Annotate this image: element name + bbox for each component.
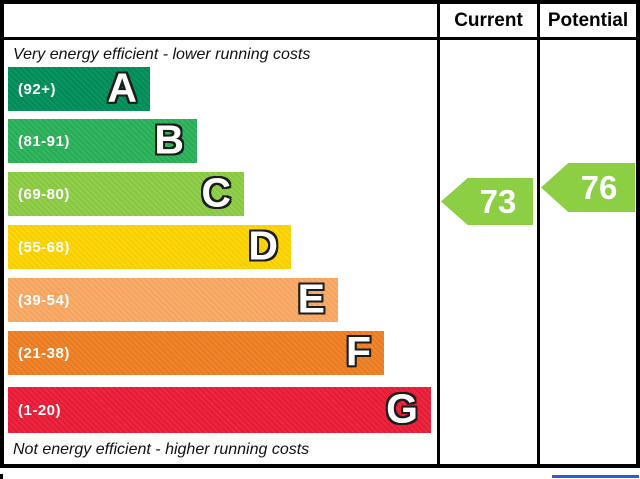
current-rating-arrow: 73 xyxy=(441,178,533,225)
potential-column-header: Potential xyxy=(547,10,629,31)
rating-bands-cell: Very energy efficient - lower running co… xyxy=(4,40,437,464)
top-caption: Very energy efficient - lower running co… xyxy=(13,46,311,63)
band-bar-b: (81-91) B xyxy=(8,119,197,163)
band-range-label: (21-38) xyxy=(18,344,70,362)
potential-rating-value: 76 xyxy=(580,168,618,206)
band-letter: G xyxy=(386,385,418,432)
band-letter: C xyxy=(201,169,231,216)
band-bar-e: (39-54) E xyxy=(8,278,338,322)
potential-rating-arrow: 76 xyxy=(541,163,635,212)
potential-score-cell: 76 xyxy=(540,40,636,464)
band-range-label: (92+) xyxy=(18,80,56,98)
current-column-header: Current xyxy=(454,10,523,31)
band-range-label: (39-54) xyxy=(18,291,70,309)
band-letter: F xyxy=(345,328,371,375)
band-bar-d: (55-68) D xyxy=(8,225,291,269)
band-letter: A xyxy=(107,64,137,111)
rating-table: Current Potential Very energy efficient … xyxy=(0,0,640,468)
band-bar-c: (69-80) C xyxy=(8,172,244,216)
band-letter: D xyxy=(248,222,278,269)
band-bar-f: (21-38) F xyxy=(8,331,384,375)
band-bar-a: (92+) A xyxy=(8,67,150,111)
band-letter: B xyxy=(154,116,184,163)
potential-column-divider xyxy=(537,4,540,464)
current-column-divider xyxy=(437,4,440,464)
cutoff-blue-line xyxy=(552,475,639,478)
band-range-label: (81-91) xyxy=(18,132,70,150)
band-range-label: (69-80) xyxy=(18,185,70,203)
band-range-label: (55-68) xyxy=(18,238,70,256)
next-section-border-stub xyxy=(0,474,3,479)
band-range-label: (1-20) xyxy=(18,401,62,419)
current-rating-value: 73 xyxy=(479,182,517,220)
header-divider xyxy=(4,37,636,40)
band-bar-g: (1-20) G xyxy=(8,387,431,433)
band-letter: E xyxy=(297,275,325,322)
current-score-cell: 73 xyxy=(440,40,537,464)
bottom-caption: Not energy efficient - higher running co… xyxy=(13,441,310,458)
